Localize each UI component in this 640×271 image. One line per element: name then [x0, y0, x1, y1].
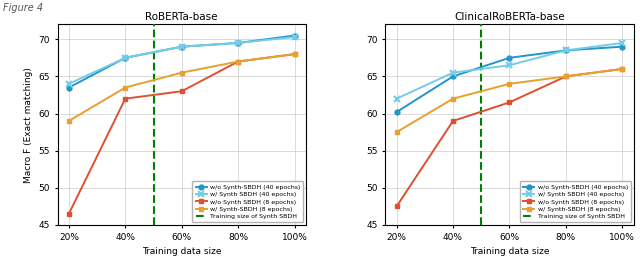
w/ Synth-SBDH (8 epochs) [178, 71, 186, 74]
Line: w/ Synth SBDH (40 epochs): w/ Synth SBDH (40 epochs) [394, 40, 625, 102]
Line: w/ Synth-SBDH (8 epochs): w/ Synth-SBDH (8 epochs) [394, 67, 625, 134]
w/ Synth SBDH (40 epochs) [506, 64, 513, 67]
X-axis label: Training data size: Training data size [142, 247, 221, 256]
Title: RoBERTa-base: RoBERTa-base [145, 12, 218, 22]
w/o Synth-SBDH (40 epochs) [234, 41, 242, 45]
w/ Synth SBDH (40 epochs) [234, 41, 242, 45]
w/o Synth SBDH (8 epochs) [562, 75, 570, 78]
w/ Synth-SBDH (8 epochs) [506, 82, 513, 85]
Line: w/ Synth-SBDH (8 epochs): w/ Synth-SBDH (8 epochs) [67, 52, 297, 123]
Title: ClinicalRoBERTa-base: ClinicalRoBERTa-base [454, 12, 564, 22]
w/o Synth-SBDH (40 epochs) [291, 34, 298, 37]
w/o Synth SBDH (8 epochs) [449, 119, 457, 122]
w/ Synth-SBDH (8 epochs) [291, 53, 298, 56]
w/ Synth SBDH (40 epochs) [449, 71, 457, 74]
w/o Synth SBDH (8 epochs) [506, 101, 513, 104]
w/o Synth SBDH (8 epochs) [393, 205, 401, 208]
w/o Synth-SBDH (40 epochs) [393, 110, 401, 114]
w/o Synth SBDH (8 epochs) [65, 212, 73, 215]
w/ Synth SBDH (40 epochs) [122, 56, 129, 59]
w/ Synth-SBDH (8 epochs) [234, 60, 242, 63]
Legend: w/o Synth-SBDH (40 epochs), w/ Synth SBDH (40 epochs), w/o Synth SBDH (8 epochs): w/o Synth-SBDH (40 epochs), w/ Synth SBD… [193, 181, 303, 222]
w/o Synth SBDH (8 epochs) [618, 67, 626, 70]
w/o Synth-SBDH (40 epochs) [618, 45, 626, 48]
Y-axis label: Macro F (Exact matching): Macro F (Exact matching) [24, 67, 33, 183]
w/o Synth SBDH (8 epochs) [234, 60, 242, 63]
Line: w/o Synth SBDH (8 epochs): w/o Synth SBDH (8 epochs) [394, 67, 625, 208]
X-axis label: Training data size: Training data size [470, 247, 549, 256]
Line: w/o Synth-SBDH (40 epochs): w/o Synth-SBDH (40 epochs) [67, 33, 297, 90]
Line: w/o Synth SBDH (8 epochs): w/o Synth SBDH (8 epochs) [67, 52, 297, 216]
w/ Synth SBDH (40 epochs) [562, 49, 570, 52]
w/ Synth-SBDH (8 epochs) [65, 119, 73, 122]
w/o Synth SBDH (8 epochs) [291, 53, 298, 56]
w/o Synth-SBDH (40 epochs) [562, 49, 570, 52]
w/o Synth-SBDH (40 epochs) [65, 86, 73, 89]
w/ Synth SBDH (40 epochs) [178, 45, 186, 48]
w/o Synth-SBDH (40 epochs) [122, 56, 129, 59]
w/ Synth SBDH (40 epochs) [393, 97, 401, 100]
w/ Synth-SBDH (8 epochs) [122, 86, 129, 89]
w/o Synth SBDH (8 epochs) [122, 97, 129, 100]
w/o Synth SBDH (8 epochs) [178, 90, 186, 93]
w/ Synth SBDH (40 epochs) [291, 36, 298, 39]
w/ Synth-SBDH (8 epochs) [449, 97, 457, 100]
w/ Synth-SBDH (8 epochs) [562, 75, 570, 78]
w/ Synth SBDH (40 epochs) [618, 41, 626, 45]
Legend: w/o Synth-SBDH (40 epochs), w/ Synth SBDH (40 epochs), w/o Synth SBDH (8 epochs): w/o Synth-SBDH (40 epochs), w/ Synth SBD… [520, 181, 631, 222]
Line: w/o Synth-SBDH (40 epochs): w/o Synth-SBDH (40 epochs) [394, 44, 625, 114]
w/o Synth-SBDH (40 epochs) [178, 45, 186, 48]
w/o Synth-SBDH (40 epochs) [449, 75, 457, 78]
w/ Synth SBDH (40 epochs) [65, 82, 73, 85]
w/o Synth-SBDH (40 epochs) [506, 56, 513, 59]
w/ Synth-SBDH (8 epochs) [618, 67, 626, 70]
Text: Figure 4: Figure 4 [3, 3, 44, 13]
Line: w/ Synth SBDH (40 epochs): w/ Synth SBDH (40 epochs) [66, 34, 298, 87]
w/ Synth-SBDH (8 epochs) [393, 130, 401, 134]
